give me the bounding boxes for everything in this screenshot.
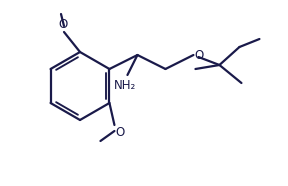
- Text: O: O: [194, 49, 204, 62]
- Text: O: O: [58, 18, 68, 31]
- Text: O: O: [115, 126, 125, 139]
- Text: NH₂: NH₂: [114, 79, 137, 92]
